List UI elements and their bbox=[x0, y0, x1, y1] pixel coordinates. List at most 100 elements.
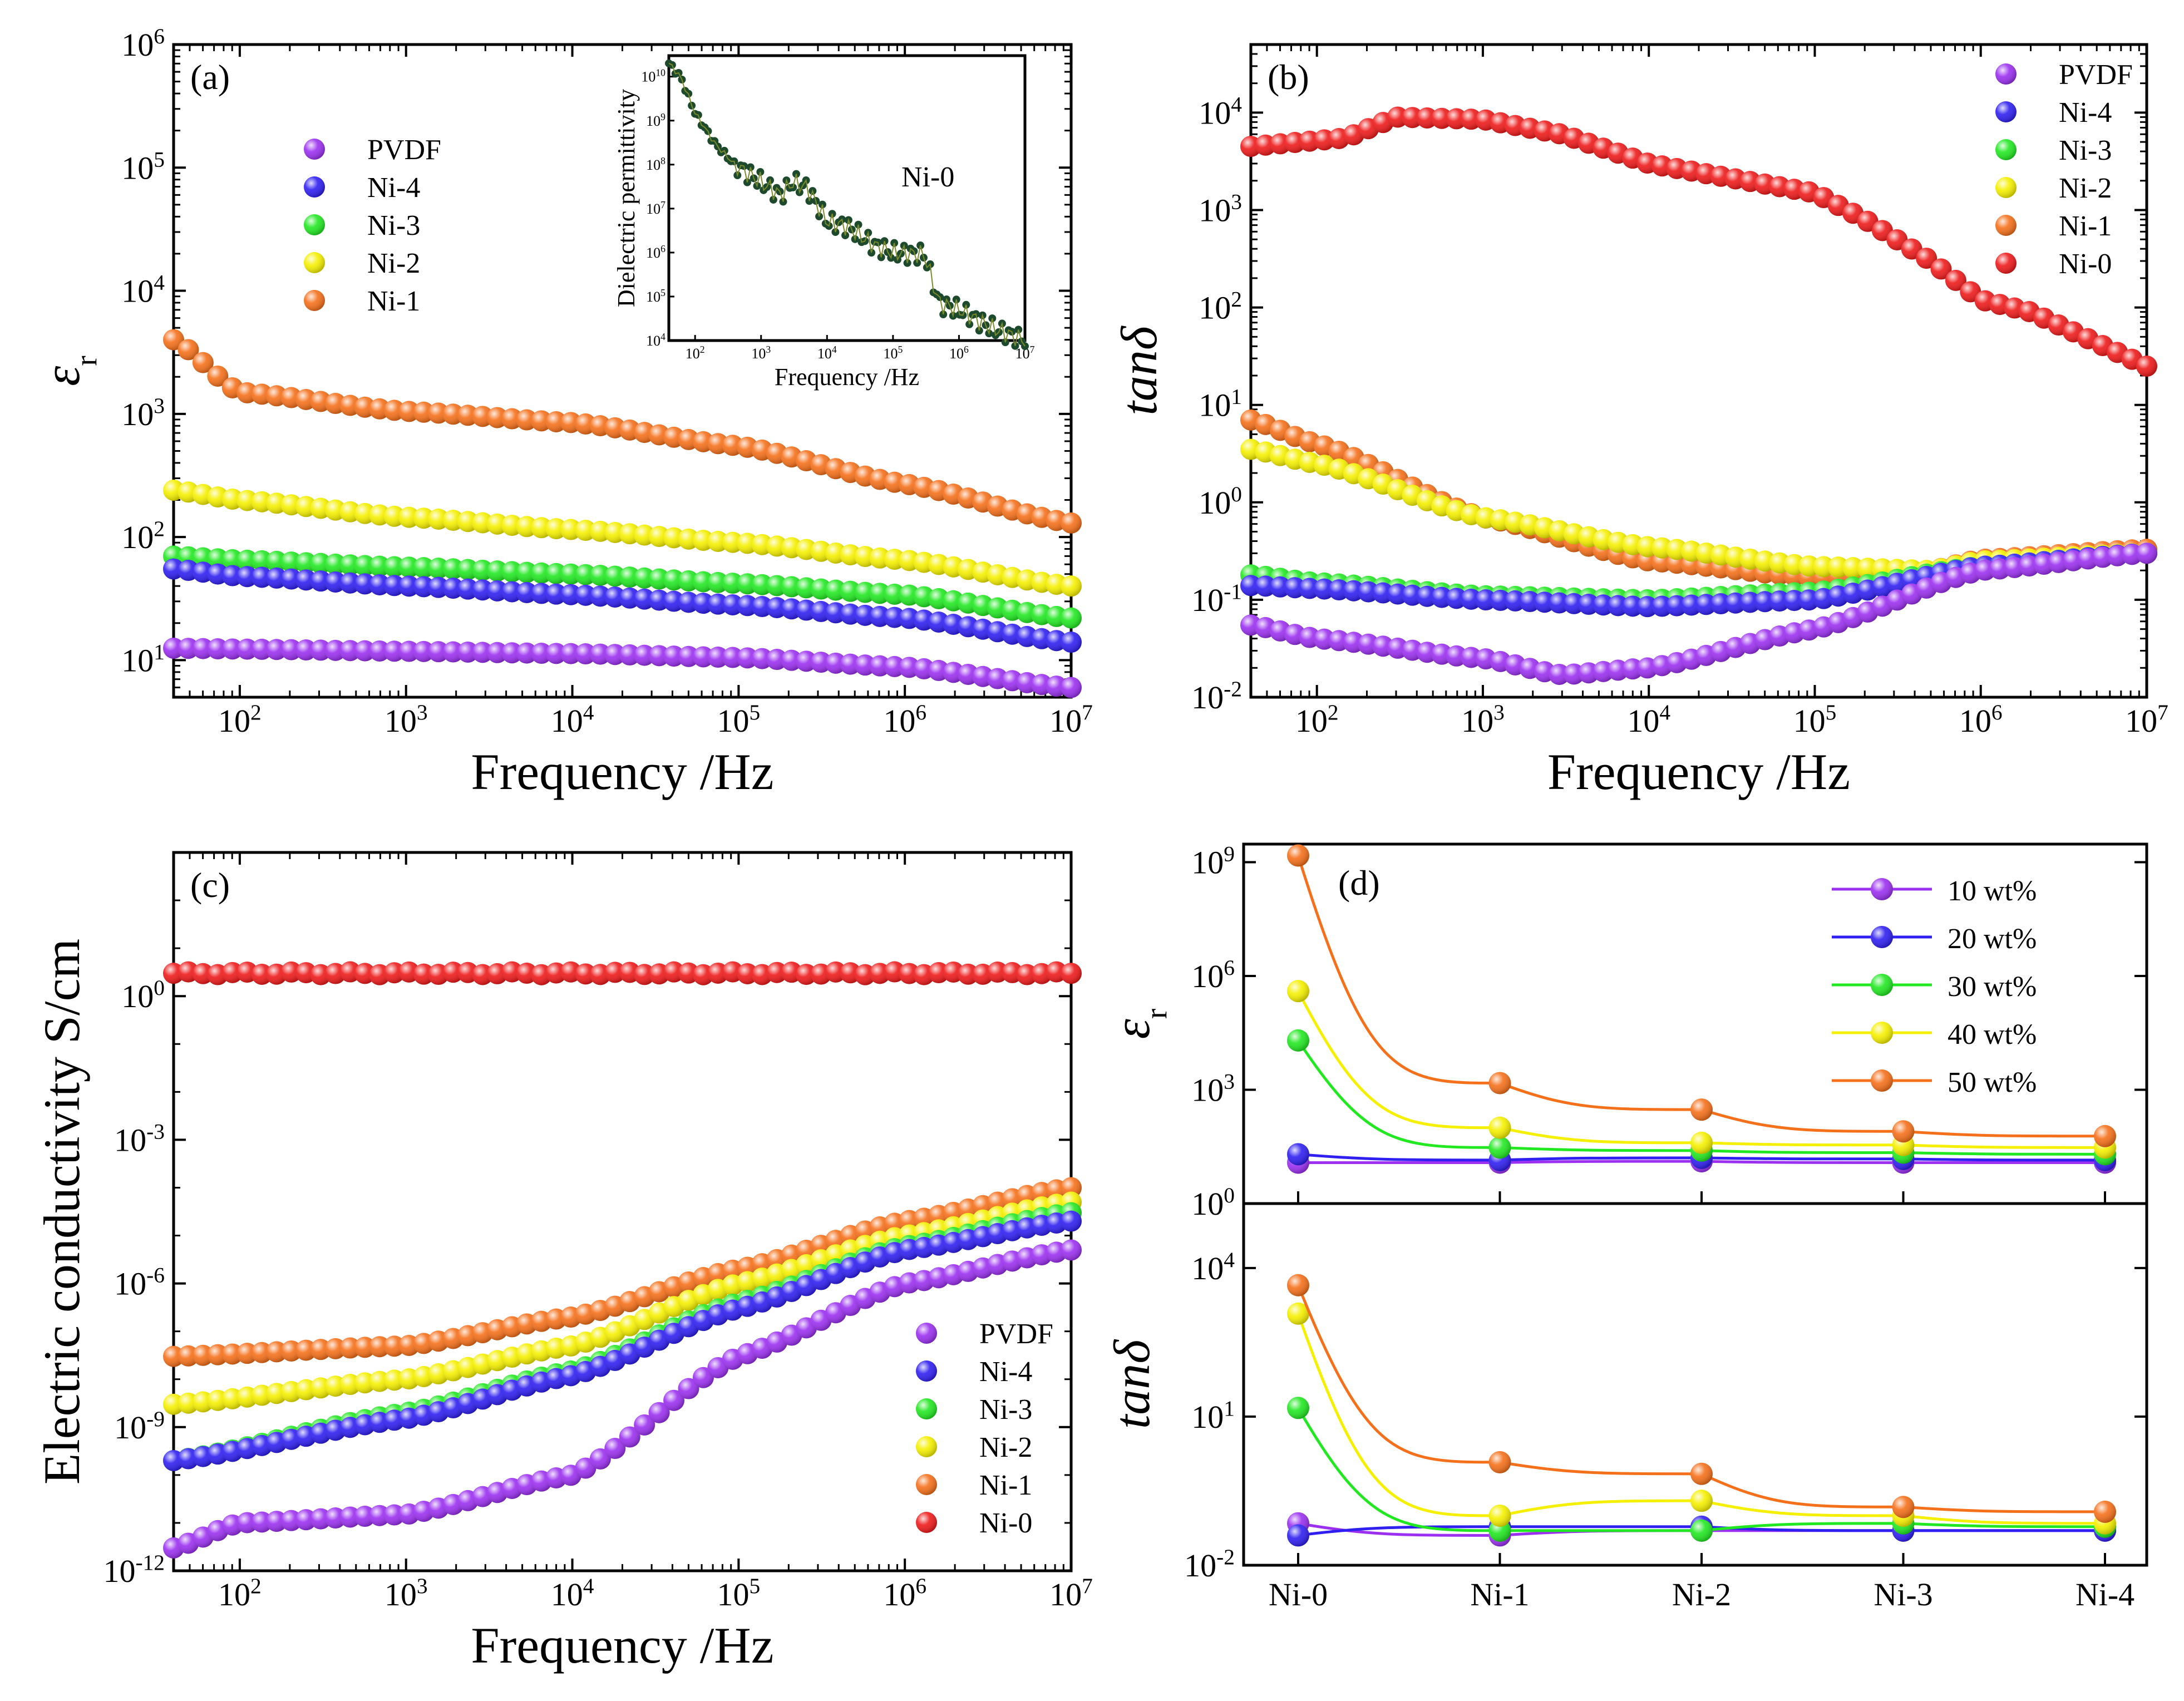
data-point-shine bbox=[987, 962, 1008, 983]
x-tick-label: 107 bbox=[1049, 1574, 1093, 1613]
inset-frame bbox=[667, 54, 1027, 342]
data-point-shine bbox=[339, 640, 361, 662]
series-line bbox=[1296, 1284, 2106, 1513]
x-axis-title: Frequency /Hz bbox=[471, 1617, 773, 1674]
legend-marker-shine bbox=[1995, 101, 2017, 122]
inset-y-tick-label: 109 bbox=[646, 111, 665, 129]
data-point-shine bbox=[398, 640, 420, 662]
legend-label: 10 wt% bbox=[1948, 875, 2037, 907]
y-tick-label: 102 bbox=[1199, 287, 1242, 326]
legend-label: Ni-1 bbox=[979, 1470, 1032, 1501]
data-point-shine bbox=[1287, 1029, 1309, 1052]
data-point-shine bbox=[1287, 1302, 1309, 1325]
inset-y-title: Dielectric permittivity bbox=[613, 89, 640, 307]
data-point-shine bbox=[221, 638, 243, 660]
legend-label: Ni-2 bbox=[2059, 172, 2112, 204]
legend-label: Ni-4 bbox=[2059, 97, 2112, 129]
series-Ni-0 bbox=[1240, 106, 2157, 377]
data-point-shine bbox=[722, 647, 743, 668]
panel-label: (d) bbox=[1338, 863, 1380, 903]
data-point-shine bbox=[1287, 1143, 1309, 1166]
data-point-shine bbox=[2136, 356, 2157, 377]
data-point-shine bbox=[1488, 1072, 1511, 1094]
y-tick-label: 10-6 bbox=[114, 1263, 165, 1302]
legend-label: Ni-2 bbox=[979, 1432, 1032, 1463]
x-axis-title: Frequency /Hz bbox=[471, 743, 773, 800]
x-tick-label: 103 bbox=[384, 1574, 428, 1613]
inset-y-tick-label: 107 bbox=[646, 199, 665, 217]
x-tick-label: 107 bbox=[2125, 700, 2168, 739]
panel-b: 102 103 104 105 106 107 10-2 10-1 100 101 102 103 10… bbox=[1111, 43, 2168, 800]
data-point-shine bbox=[383, 556, 405, 578]
data-point-shine bbox=[589, 1448, 611, 1470]
inset-x-tick-label: 104 bbox=[817, 344, 837, 362]
legend-label: PVDF bbox=[2059, 59, 2133, 91]
data-point-shine bbox=[619, 644, 640, 665]
data-point-shine bbox=[1061, 1239, 1082, 1261]
data-point-shine bbox=[486, 642, 508, 663]
data-point-shine bbox=[1636, 596, 1658, 618]
legend-marker-shine bbox=[916, 1436, 937, 1457]
inset-x-tick-label: 106 bbox=[949, 344, 969, 362]
y-tick-label: 10-2 bbox=[1184, 1545, 1235, 1584]
data-point-shine bbox=[1287, 1397, 1309, 1419]
x-tick-label: 103 bbox=[384, 700, 428, 739]
data-point-shine bbox=[1488, 1116, 1511, 1139]
data-point-shine bbox=[692, 646, 714, 668]
legend-label: Ni-1 bbox=[2059, 210, 2112, 242]
data-point-shine bbox=[1287, 1524, 1309, 1547]
y-tick-label: 106 bbox=[1191, 955, 1235, 994]
data-point-shine bbox=[604, 1438, 626, 1460]
x-category-label: Ni-2 bbox=[1672, 1576, 1731, 1613]
data-point-shine bbox=[442, 962, 464, 983]
y-axis-title: εr bbox=[33, 356, 103, 386]
y-tick-label: 10-2 bbox=[1191, 677, 1242, 716]
data-point-shine bbox=[413, 963, 435, 985]
y-tick-label: 101 bbox=[121, 639, 165, 678]
panel-label: (a) bbox=[190, 57, 230, 97]
data-point-shine bbox=[192, 352, 214, 373]
legend-marker-shine bbox=[1995, 215, 2017, 236]
legend-marker-shine bbox=[304, 139, 325, 160]
legend-label: Ni-3 bbox=[2059, 135, 2112, 166]
data-point-shine bbox=[1892, 1496, 1915, 1518]
inset-point bbox=[1021, 342, 1029, 351]
series-50wt bbox=[1287, 844, 2116, 1147]
data-point-shine bbox=[634, 644, 655, 666]
data-point-shine bbox=[163, 637, 184, 659]
legend-marker-shine bbox=[1995, 63, 2017, 85]
legend-label: Ni-3 bbox=[367, 210, 420, 241]
data-point-shine bbox=[1061, 512, 1082, 534]
legend-marker-shine bbox=[304, 290, 325, 311]
data-point-shine bbox=[1287, 1274, 1309, 1296]
legend-marker-shine bbox=[1871, 1069, 1893, 1092]
data-point-shine bbox=[2136, 543, 2157, 564]
legend-marker-shine bbox=[916, 1323, 937, 1344]
series-50wt bbox=[1287, 1274, 2116, 1523]
legend-marker-shine bbox=[1995, 253, 2017, 274]
x-tick-label: 106 bbox=[883, 700, 926, 739]
data-point-shine bbox=[1287, 844, 1309, 867]
data-point-shine bbox=[2094, 1125, 2116, 1147]
inset-x-tick-label: 102 bbox=[686, 344, 705, 362]
data-point-shine bbox=[1416, 107, 1438, 129]
inset-x-tick-label: 103 bbox=[751, 344, 771, 362]
y-tick-label: 101 bbox=[1199, 384, 1242, 423]
data-point-shine bbox=[678, 645, 699, 667]
y-tick-label: 103 bbox=[1199, 189, 1242, 228]
x-category-label: Ni-4 bbox=[2075, 1576, 2134, 1613]
legend-marker-shine bbox=[1995, 177, 2017, 198]
y-tick-label: 104 bbox=[1199, 92, 1242, 131]
data-point-shine bbox=[1061, 677, 1082, 698]
panel-a: 102 103 104 105 106 107 101 102 103 104 105 106 (a) F… bbox=[33, 24, 1093, 800]
legend-marker-shine bbox=[304, 252, 325, 273]
legend-marker-shine bbox=[1871, 926, 1893, 948]
y-tick-label: 109 bbox=[1191, 842, 1235, 881]
x-axis-title: Frequency /Hz bbox=[1547, 743, 1850, 800]
data-point-shine bbox=[796, 964, 817, 985]
subplot-tand: 10-2 101 104 tanδ bbox=[1103, 1202, 2148, 1584]
plot-frame bbox=[1242, 1202, 2148, 1567]
series-PVDF bbox=[163, 637, 1082, 698]
inset-y-tick-label: 106 bbox=[646, 243, 665, 261]
data-point-shine bbox=[516, 642, 538, 664]
